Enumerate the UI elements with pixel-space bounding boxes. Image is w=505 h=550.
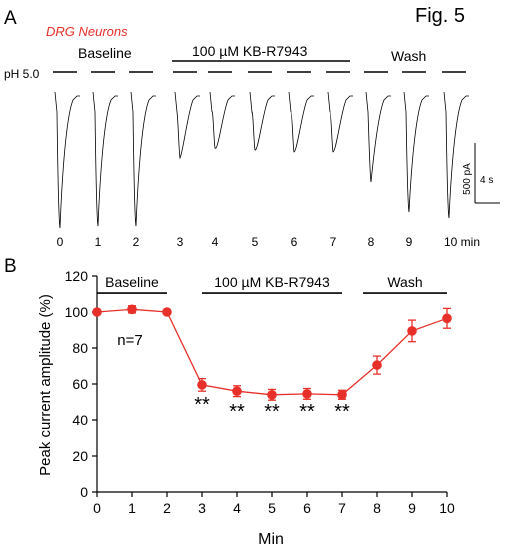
trace-time-label: 4 — [212, 235, 219, 249]
current-trace — [249, 91, 275, 151]
x-tick-label: 4 — [233, 500, 241, 516]
current-trace — [403, 91, 429, 213]
trace-time-label: 10 min — [444, 235, 480, 249]
data-point — [162, 307, 172, 317]
chart-axes: 0 20 40 60 80 100 120 0 1 2 3 4 5 6 7 8 9 10 — [65, 268, 455, 516]
series-line — [96, 308, 448, 396]
label-baseline-a: Baseline — [78, 45, 132, 61]
cell-type-label: DRG Neurons — [46, 24, 128, 39]
trace-time-label: 1 — [95, 235, 102, 249]
scale-bar-time: 4 s — [480, 175, 493, 186]
trace-time-label: 8 — [368, 235, 375, 249]
x-tick-label: 0 — [93, 500, 101, 516]
trace-time-label: 9 — [406, 235, 413, 249]
y-axis-label: Peak current amplitude (%) — [37, 294, 54, 476]
y-tick-label: 80 — [72, 340, 88, 356]
x-tick-label: 1 — [128, 500, 136, 516]
ph-label: pH 5.0 — [4, 67, 40, 81]
current-trace — [92, 91, 118, 227]
current-trace — [174, 91, 200, 160]
trace-time-labels: 0 1 2 3 4 5 6 7 8 9 10 min — [57, 235, 480, 249]
y-tick-label: 100 — [65, 304, 89, 320]
period-label: Baseline — [105, 274, 159, 290]
trace-time-label: 3 — [177, 235, 184, 249]
y-tick-label: 40 — [72, 412, 88, 428]
significance-marker: ** — [264, 401, 280, 423]
significance-marker: ** — [229, 401, 245, 423]
x-tick-label: 9 — [408, 500, 416, 516]
trace-time-label: 5 — [252, 235, 259, 249]
n-label: n=7 — [117, 332, 142, 349]
series-peak-current — [92, 304, 452, 401]
data-point — [302, 389, 312, 399]
y-tick-label: 0 — [80, 484, 88, 500]
x-tick-label: 3 — [198, 500, 206, 516]
data-point — [337, 390, 347, 400]
period-label: 100 µM KB-R7943 — [214, 274, 330, 290]
significance-marker: ** — [334, 401, 350, 423]
current-trace — [130, 91, 156, 227]
x-tick-label: 7 — [338, 500, 346, 516]
data-point — [232, 386, 242, 397]
data-point — [267, 390, 277, 400]
data-point — [127, 304, 137, 315]
current-trace — [54, 91, 80, 229]
trace-time-label: 0 — [57, 235, 64, 249]
figure-label: Fig. 5 — [415, 5, 465, 27]
data-point — [197, 380, 207, 390]
label-drug-a: 100 µM KB-R7943 — [192, 43, 308, 59]
current-trace — [209, 91, 235, 149]
current-trace — [288, 91, 314, 153]
panel-a-letter: A — [4, 8, 17, 29]
trace-time-label: 6 — [291, 235, 298, 249]
scale-bar-current: 500 pA — [462, 163, 473, 195]
period-label: Wash — [387, 274, 422, 290]
significance-marker: ** — [299, 401, 315, 423]
label-wash-a: Wash — [391, 48, 426, 64]
x-tick-label: 6 — [303, 500, 311, 516]
y-tick-label: 20 — [72, 448, 88, 464]
x-axis-label: Min — [258, 531, 284, 548]
significance-marker: ** — [194, 394, 210, 416]
y-tick-label: 120 — [65, 268, 89, 284]
data-point — [92, 307, 102, 317]
trace-time-label: 2 — [133, 235, 140, 249]
significance-markers: ** ** ** ** ** — [194, 394, 350, 423]
x-tick-label: 10 — [439, 500, 455, 516]
x-tick-label: 8 — [373, 500, 381, 516]
trace-time-label: 7 — [330, 235, 337, 249]
x-tick-label: 2 — [163, 500, 171, 516]
data-point — [372, 360, 382, 370]
current-trace — [327, 91, 353, 153]
x-tick-label: 5 — [268, 500, 276, 516]
data-point — [442, 313, 452, 324]
current-traces — [53, 60, 469, 229]
current-trace — [365, 91, 391, 183]
panel-b-letter: B — [4, 256, 17, 277]
scale-bar: 500 pA 4 s — [462, 143, 500, 204]
period-bars: Baseline 100 µM KB-R7943 Wash — [97, 274, 447, 294]
y-tick-label: 60 — [72, 376, 88, 392]
data-point — [407, 326, 417, 336]
current-trace — [443, 91, 469, 219]
